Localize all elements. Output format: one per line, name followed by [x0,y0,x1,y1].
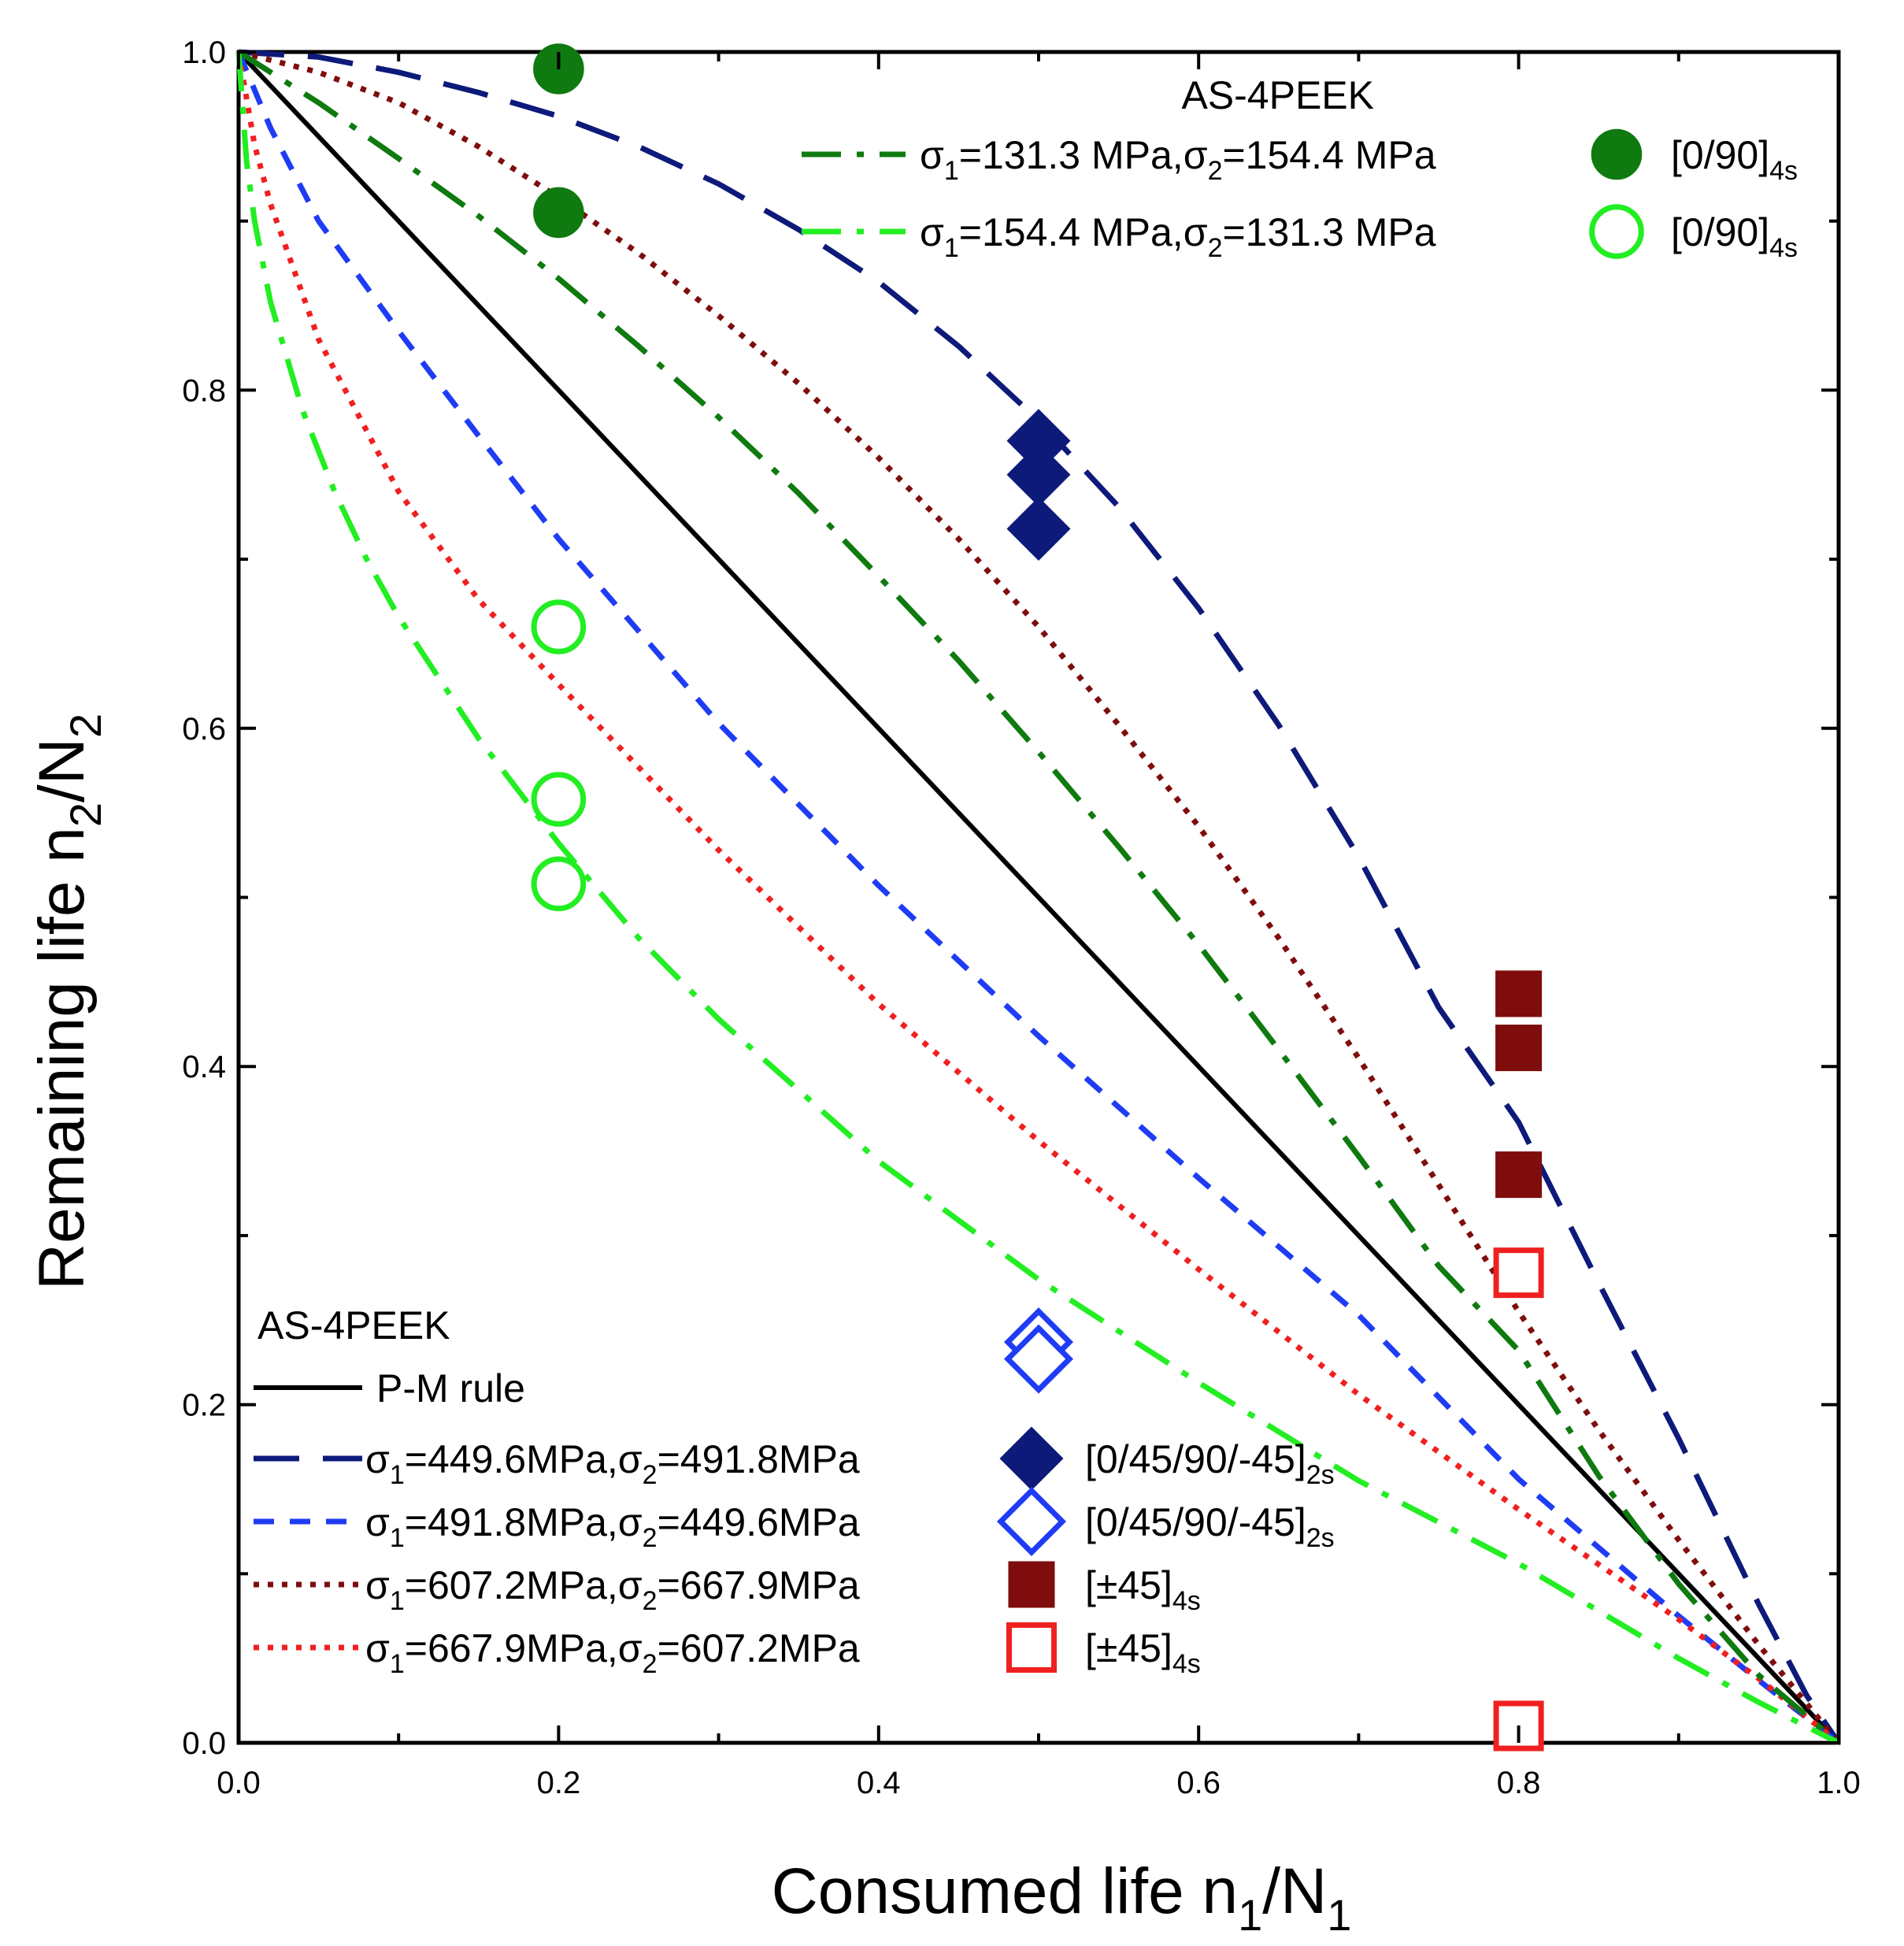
data-marker-circle [531,856,587,912]
data-marker-square [1493,1247,1544,1299]
x-tick-label: 0.4 [857,1766,901,1800]
y-tick-label: 0.4 [182,1050,226,1084]
data-marker-diamond [1003,1324,1074,1394]
y-tick-label: 0.6 [182,712,226,747]
y-tick-label: 0.2 [182,1388,226,1423]
legend-bottom-label: σ1=449.6MPa,σ2=491.8MPa [365,1437,860,1490]
legend-top-marker [1591,128,1643,180]
x-tick-label: 1.0 [1817,1766,1861,1800]
data-marker-square [1495,970,1543,1017]
legend-top-marker-label: [0/90]4s [1671,210,1798,263]
y-tick-label: 1.0 [182,35,226,70]
legend-bottom-marker-label: [0/45/90/-45]2s [1085,1437,1335,1490]
x-tick-label: 0.6 [1176,1766,1221,1800]
legend-bottom-marker-label: [0/45/90/-45]2s [1085,1500,1335,1553]
legend-top-marker [1589,204,1644,259]
legend-top-marker-label: [0/90]4s [1671,133,1798,186]
legend-top: AS-4PEEK σ1=131.3 MPa,σ2=154.4 MPa [0/90]4… [802,73,1798,263]
y-axis-title: Remaining life n2/N2 [26,714,110,1290]
data-marker-square [1495,1025,1543,1072]
legend-bottom: AS-4PEEK P-M rule σ1=449.6MPa,σ2=491.8MPa [… [254,1303,1335,1679]
legend-bottom-marker [996,1486,1067,1557]
legend-top-label: σ1=154.4 MPa,σ2=131.3 MPa [920,210,1436,263]
data-marker-diamond [1006,496,1071,561]
data-marker-circle [533,187,584,239]
y-tick-label: 0.8 [182,373,226,408]
series-line-1 [238,49,1841,1744]
data-marker-circle [531,599,587,654]
x-axis-title: Consumed life n1/N1 [772,1855,1352,1940]
y-tick-label: 0.0 [182,1726,226,1761]
series-line-5 [237,50,1841,1745]
legend-bottom-marker [1008,1561,1055,1608]
data-marker-circle [531,772,587,827]
legend-top-title: AS-4PEEK [1181,73,1374,117]
series-line-2 [235,50,1841,1745]
plot-area [235,43,1841,1751]
series-line-0 [236,50,1841,1745]
x-tick-label: 0.0 [217,1766,261,1800]
legend-bottom-marker-label: [±45]4s [1085,1626,1201,1679]
series-line-3 [238,49,1841,1745]
x-tick-label: 0.8 [1497,1766,1541,1800]
legend-bottom-title: AS-4PEEK [257,1303,450,1347]
series-line-6 [235,51,1840,1746]
legend-bottom-label: σ1=607.2MPa,σ2=667.9MPa [365,1563,860,1616]
series-line-4 [235,51,1841,1745]
legend-pm-label: P-M rule [376,1366,525,1410]
legend-bottom-label: σ1=491.8MPa,σ2=449.6MPa [365,1500,860,1553]
x-tick-label: 0.2 [537,1766,581,1800]
legend-bottom-label: σ1=667.9MPa,σ2=607.2MPa [365,1626,860,1679]
axis-ticks: 0.0 0.2 0.4 0.6 0.8 1.0 0.0 0.2 0.4 0.6 0.8 1.0 [182,35,1860,1800]
legend-bottom-marker-label: [±45]4s [1085,1563,1201,1616]
data-marker-square [1495,1151,1543,1199]
legend-top-label: σ1=131.3 MPa,σ2=154.4 MPa [920,133,1436,186]
legend-bottom-marker [1006,1622,1058,1674]
